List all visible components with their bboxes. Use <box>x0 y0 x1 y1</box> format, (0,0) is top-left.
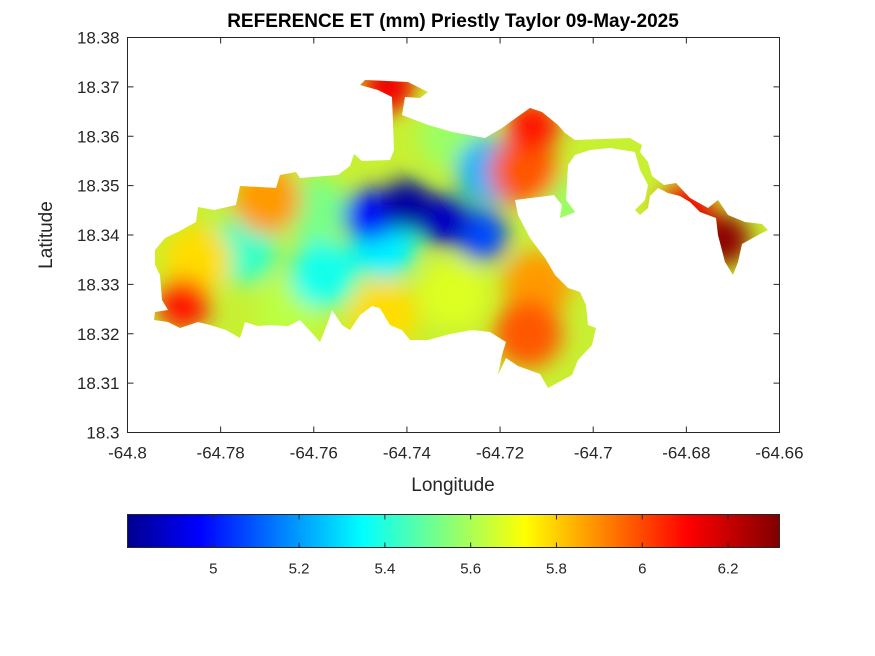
et-sample-point <box>289 240 358 309</box>
y-tick-label: 18.37 <box>77 78 120 97</box>
x-tick-label: -64.72 <box>476 444 524 463</box>
colorbar-tick-label: 5.4 <box>374 561 395 578</box>
y-tick-label: 18.34 <box>77 226 120 245</box>
et-sample-point <box>163 225 232 294</box>
x-axis: -64.8 -64.78 -64.76 -64.74 -64.72 -64.7 -64.68… <box>108 37 804 463</box>
x-tick-label: -64.68 <box>662 444 710 463</box>
x-tick-label: -64.76 <box>290 444 338 463</box>
et-sample-point <box>489 136 558 205</box>
colorbar-ticks: 5 5.2 5.4 5.6 5.8 6 6.2 <box>209 514 739 578</box>
chart-title: REFERENCE ET (mm) Priestly Taylor 09-May… <box>227 11 679 32</box>
y-tick-label: 18.35 <box>77 177 120 196</box>
et-sample-point <box>157 278 210 331</box>
et-sample-point <box>380 179 433 232</box>
x-tick-label: -64.7 <box>574 444 613 463</box>
y-tick-label: 18.32 <box>77 325 120 344</box>
y-axis-title: Latitude <box>36 201 57 269</box>
y-tick-label: 18.36 <box>77 127 120 146</box>
colorbar-tick-label: 6 <box>638 561 646 578</box>
x-tick-label: -64.66 <box>755 444 803 463</box>
colorbar-tick-label: 5.8 <box>546 561 567 578</box>
colorbar-tick-label: 5.2 <box>289 561 310 578</box>
colorbar-tick-label: 6.2 <box>718 561 739 578</box>
y-tick-label: 18.38 <box>77 29 120 48</box>
x-axis-title: Longitude <box>411 475 494 496</box>
x-tick-label: -64.78 <box>197 444 245 463</box>
y-tick-label: 18.31 <box>77 374 120 393</box>
et-sample-point <box>494 299 563 368</box>
y-tick-label: 18.3 <box>86 424 119 443</box>
y-axis: 18.3 18.31 18.32 18.33 18.34 18.35 18.36 18.37 1… <box>77 29 780 443</box>
x-tick-label: -64.74 <box>383 444 431 463</box>
y-tick-label: 18.33 <box>77 275 120 294</box>
colorbar-tick-label: 5 <box>209 561 217 578</box>
colorbar <box>127 514 780 548</box>
colorbar-tick-label: 5.6 <box>460 561 481 578</box>
et-sample-point <box>419 260 488 329</box>
x-tick-label: -64.8 <box>108 444 147 463</box>
